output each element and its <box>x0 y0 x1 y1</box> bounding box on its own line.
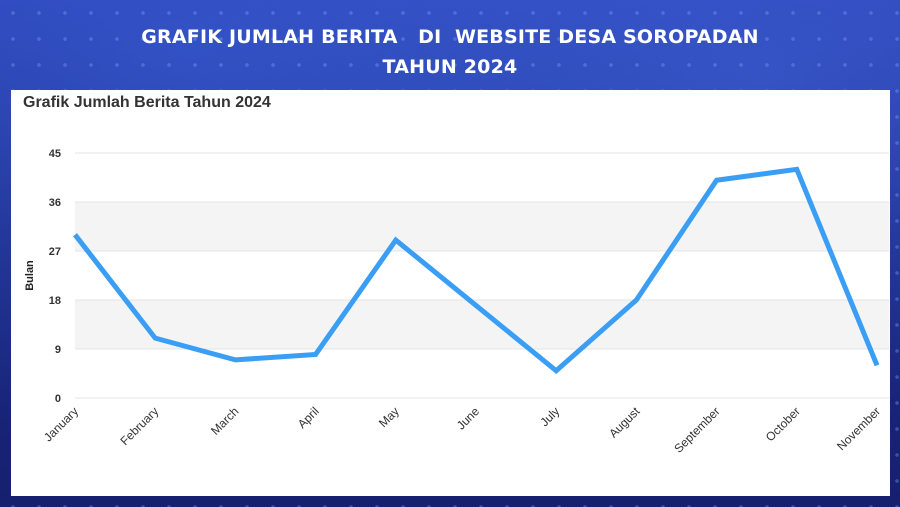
banner-title-line-2: TAHUN 2024 <box>382 56 518 78</box>
x-tick-label: April <box>295 404 322 431</box>
y-tick-label: 36 <box>49 197 61 209</box>
x-tick-label: January <box>41 404 81 444</box>
x-tick-label: May <box>376 404 402 430</box>
chart-panel: Grafik Jumlah Berita Tahun 2024 0 9 18 27 36… <box>11 90 890 496</box>
x-tick-label: October <box>763 404 803 444</box>
y-tick-label: 27 <box>49 246 61 258</box>
y-tick-label: 9 <box>55 344 61 356</box>
x-tick-label: November <box>834 404 883 453</box>
x-tick-label: September <box>671 404 722 455</box>
line-chart: 0 9 18 27 36 45 Bulan January February March April… <box>24 148 889 456</box>
banner-title: GRAFIK JUMLAH BERITA DI WEBSITE DESA SOR… <box>0 22 900 82</box>
x-tick-label: July <box>537 404 562 429</box>
y-tick-label: 45 <box>49 148 61 160</box>
x-tick-label: February <box>117 404 161 448</box>
x-tick-label: August <box>606 404 643 441</box>
x-tick-label: June <box>454 404 483 433</box>
x-tick-label: March <box>208 404 241 437</box>
y-axis-label: Bulan <box>24 260 36 291</box>
y-tick-label: 18 <box>49 295 61 307</box>
y-tick-label: 0 <box>55 393 61 405</box>
banner-title-line-1: GRAFIK JUMLAH BERITA DI WEBSITE DESA SOR… <box>141 26 759 48</box>
grid-band <box>75 202 889 251</box>
chart-title: Grafik Jumlah Berita Tahun 2024 <box>23 94 271 111</box>
